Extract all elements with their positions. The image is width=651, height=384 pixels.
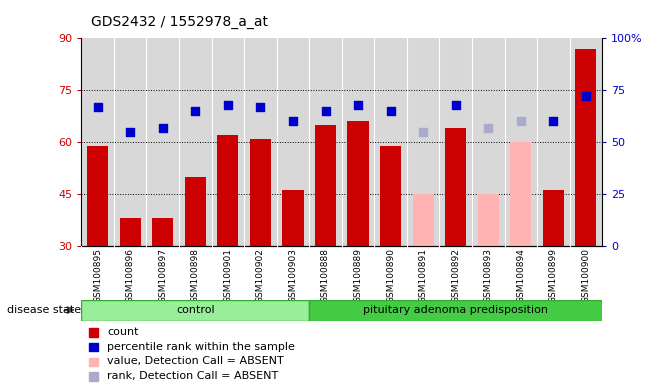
Bar bbox=[87, 146, 108, 246]
Text: GSM100898: GSM100898 bbox=[191, 248, 200, 303]
Bar bbox=[283, 190, 303, 246]
Point bbox=[385, 108, 396, 114]
Text: GDS2432 / 1552978_a_at: GDS2432 / 1552978_a_at bbox=[91, 15, 268, 29]
Point bbox=[288, 118, 298, 124]
Bar bbox=[250, 139, 271, 246]
Text: rank, Detection Call = ABSENT: rank, Detection Call = ABSENT bbox=[107, 371, 279, 381]
Bar bbox=[510, 142, 531, 246]
Bar bbox=[217, 135, 238, 246]
Bar bbox=[575, 49, 596, 246]
Text: GSM100888: GSM100888 bbox=[321, 248, 330, 303]
Text: value, Detection Call = ABSENT: value, Detection Call = ABSENT bbox=[107, 356, 284, 366]
Text: GSM100897: GSM100897 bbox=[158, 248, 167, 303]
Text: count: count bbox=[107, 327, 139, 337]
Text: GSM100890: GSM100890 bbox=[386, 248, 395, 303]
Text: control: control bbox=[176, 305, 215, 315]
Text: disease state: disease state bbox=[7, 305, 81, 315]
Bar bbox=[185, 177, 206, 246]
Text: GSM100903: GSM100903 bbox=[288, 248, 298, 303]
Text: GSM100894: GSM100894 bbox=[516, 248, 525, 303]
Point bbox=[320, 108, 331, 114]
Point bbox=[223, 102, 233, 108]
Text: GSM100891: GSM100891 bbox=[419, 248, 428, 303]
Bar bbox=[348, 121, 368, 246]
Text: GSM100900: GSM100900 bbox=[581, 248, 590, 303]
Point bbox=[548, 118, 559, 124]
Point bbox=[190, 108, 201, 114]
Bar bbox=[152, 218, 173, 246]
Point bbox=[353, 102, 363, 108]
Point bbox=[581, 93, 591, 99]
Bar bbox=[445, 128, 466, 246]
Point bbox=[158, 124, 168, 131]
Text: GSM100899: GSM100899 bbox=[549, 248, 558, 303]
Text: GSM100892: GSM100892 bbox=[451, 248, 460, 303]
Bar bbox=[380, 146, 401, 246]
Bar bbox=[120, 218, 141, 246]
Text: GSM100893: GSM100893 bbox=[484, 248, 493, 303]
Text: pituitary adenoma predisposition: pituitary adenoma predisposition bbox=[363, 305, 548, 315]
Point bbox=[92, 104, 103, 110]
Text: GSM100895: GSM100895 bbox=[93, 248, 102, 303]
Point bbox=[450, 102, 461, 108]
Text: GSM100901: GSM100901 bbox=[223, 248, 232, 303]
Text: GSM100889: GSM100889 bbox=[353, 248, 363, 303]
Text: GSM100902: GSM100902 bbox=[256, 248, 265, 303]
Bar bbox=[543, 190, 564, 246]
Bar bbox=[478, 194, 499, 246]
Point bbox=[483, 124, 493, 131]
Point bbox=[125, 129, 135, 135]
Point bbox=[516, 118, 526, 124]
Text: GSM100896: GSM100896 bbox=[126, 248, 135, 303]
Bar bbox=[315, 125, 336, 246]
Bar bbox=[413, 194, 434, 246]
Bar bbox=[81, 300, 309, 321]
Bar bbox=[309, 300, 602, 321]
Point bbox=[255, 104, 266, 110]
Text: percentile rank within the sample: percentile rank within the sample bbox=[107, 342, 296, 352]
Point bbox=[418, 129, 428, 135]
